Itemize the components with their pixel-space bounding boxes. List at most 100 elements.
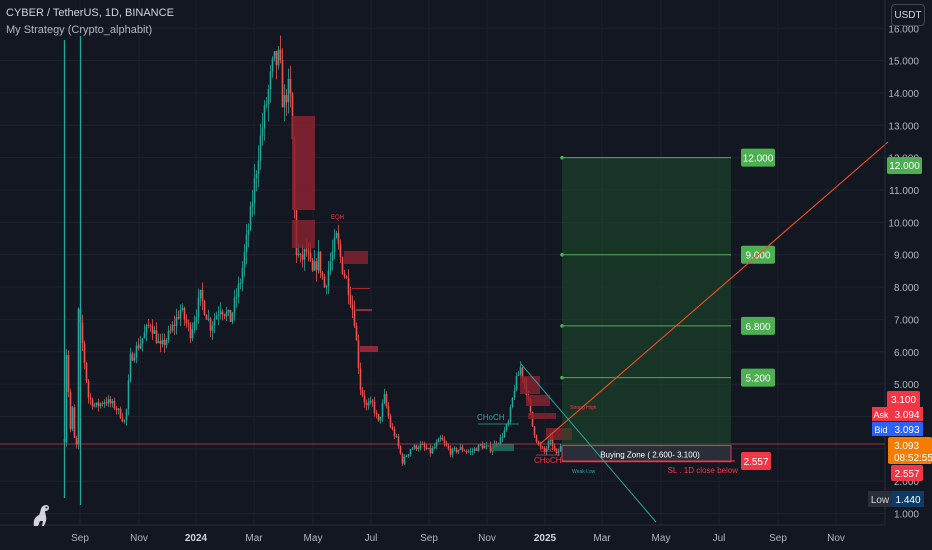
candle-body xyxy=(95,402,98,406)
candle-body xyxy=(553,446,556,449)
target-dot xyxy=(560,252,564,257)
price-flag-label: 12.000 xyxy=(889,161,920,172)
candle-body xyxy=(445,443,448,446)
candle-body xyxy=(315,261,318,271)
candle-body xyxy=(201,289,204,302)
order-block-zone xyxy=(344,251,368,264)
target-dot xyxy=(560,375,564,380)
candle-body xyxy=(385,393,388,407)
price-axis-tick: 16.000 xyxy=(888,24,919,35)
sl-price-flag[interactable] xyxy=(891,465,923,481)
candle-body xyxy=(321,272,324,277)
candle-body xyxy=(183,308,186,320)
order-block-zone xyxy=(528,413,556,419)
candle-body xyxy=(475,448,478,451)
price-flag-label: 3.100 xyxy=(891,395,916,406)
candle-body xyxy=(65,355,68,443)
candle-body xyxy=(135,345,138,358)
candle-body xyxy=(107,399,110,404)
candle-body xyxy=(349,294,352,305)
candle-body xyxy=(401,453,404,464)
candle-body xyxy=(171,324,174,331)
candle-body xyxy=(121,418,124,422)
candle-body xyxy=(539,444,542,447)
candle-body xyxy=(67,355,70,393)
stop-loss-label-box[interactable] xyxy=(741,452,771,470)
time-axis-tick: Nov xyxy=(130,533,148,544)
candle-body xyxy=(403,456,406,464)
current-price-box[interactable] xyxy=(888,437,932,464)
candle-body xyxy=(383,393,386,404)
candle-body xyxy=(333,237,336,252)
buying-zone-box[interactable] xyxy=(561,445,732,463)
candle-body xyxy=(461,447,464,451)
candle-body xyxy=(197,297,200,317)
candle-body xyxy=(389,416,392,427)
candle-body xyxy=(437,438,440,443)
price-flag[interactable] xyxy=(887,391,920,408)
candle-body xyxy=(381,403,384,417)
candle-body xyxy=(133,357,136,361)
time-axis-tick: 2024 xyxy=(185,533,208,544)
candle-body xyxy=(551,436,554,447)
candle-body xyxy=(281,60,284,108)
currency-button[interactable]: USDT xyxy=(891,4,925,26)
target-label-box[interactable] xyxy=(741,368,775,387)
candle-body xyxy=(467,451,470,453)
candle-body xyxy=(331,251,334,261)
price-axis-tick: 15.000 xyxy=(888,57,919,68)
candle-body xyxy=(521,367,524,379)
candle-body xyxy=(375,412,378,414)
countdown-label: 08:52:55 xyxy=(894,453,932,464)
candle-body xyxy=(541,446,544,448)
stop-loss-note: SL . 1D close below xyxy=(668,466,739,475)
candle-body xyxy=(391,426,394,430)
candle-body xyxy=(535,435,538,442)
candle-body xyxy=(287,78,290,103)
time-axis-tick: Jul xyxy=(713,533,726,544)
indicator-label[interactable]: My Strategy (Crypto_alphabit) xyxy=(6,24,153,36)
candle-body xyxy=(313,261,316,271)
candle-body xyxy=(329,260,332,271)
candle-body xyxy=(209,318,212,331)
price-flag[interactable] xyxy=(887,157,922,174)
sl-price-flag-label: 2.557 xyxy=(894,469,919,480)
choch-label: CHoCH xyxy=(540,448,558,454)
candle-body xyxy=(85,362,88,381)
candle-body xyxy=(345,276,348,279)
candle-body xyxy=(81,322,84,344)
candle-body xyxy=(273,51,276,59)
candle-body xyxy=(473,448,476,451)
target-label-box[interactable] xyxy=(741,148,775,167)
target-label: 5.200 xyxy=(745,374,770,385)
candle-body xyxy=(83,343,86,363)
candle-body xyxy=(515,375,518,391)
candle-body xyxy=(341,257,344,274)
candle-body xyxy=(111,401,114,404)
candle-body xyxy=(241,267,244,283)
candle-body xyxy=(509,407,512,422)
time-axis-tick: Mar xyxy=(245,533,263,544)
strong-high-label: Strong High xyxy=(570,405,597,411)
candle-body xyxy=(555,448,558,454)
candle-body xyxy=(303,249,306,260)
candle-body xyxy=(503,430,506,438)
candlesticks xyxy=(63,35,562,466)
target-label-box[interactable] xyxy=(741,316,775,335)
order-block-zone xyxy=(360,346,378,352)
candle-body xyxy=(101,403,104,405)
time-axis-tick: Nov xyxy=(827,533,845,544)
time-axis-tick: Sep xyxy=(71,533,89,544)
rising-trend-line xyxy=(539,141,889,445)
candle-body xyxy=(433,446,436,449)
candle-body xyxy=(265,104,268,106)
symbol-title[interactable]: CYBER / TetherUS, 1D, BINANCE xyxy=(6,7,174,19)
candle-body xyxy=(369,400,372,403)
candle-body xyxy=(181,308,184,310)
candle-body xyxy=(537,441,540,445)
candle-body xyxy=(267,89,270,105)
candle-body xyxy=(223,314,226,317)
candle-body xyxy=(213,319,216,326)
price-axis-tick: 6.000 xyxy=(894,348,919,359)
